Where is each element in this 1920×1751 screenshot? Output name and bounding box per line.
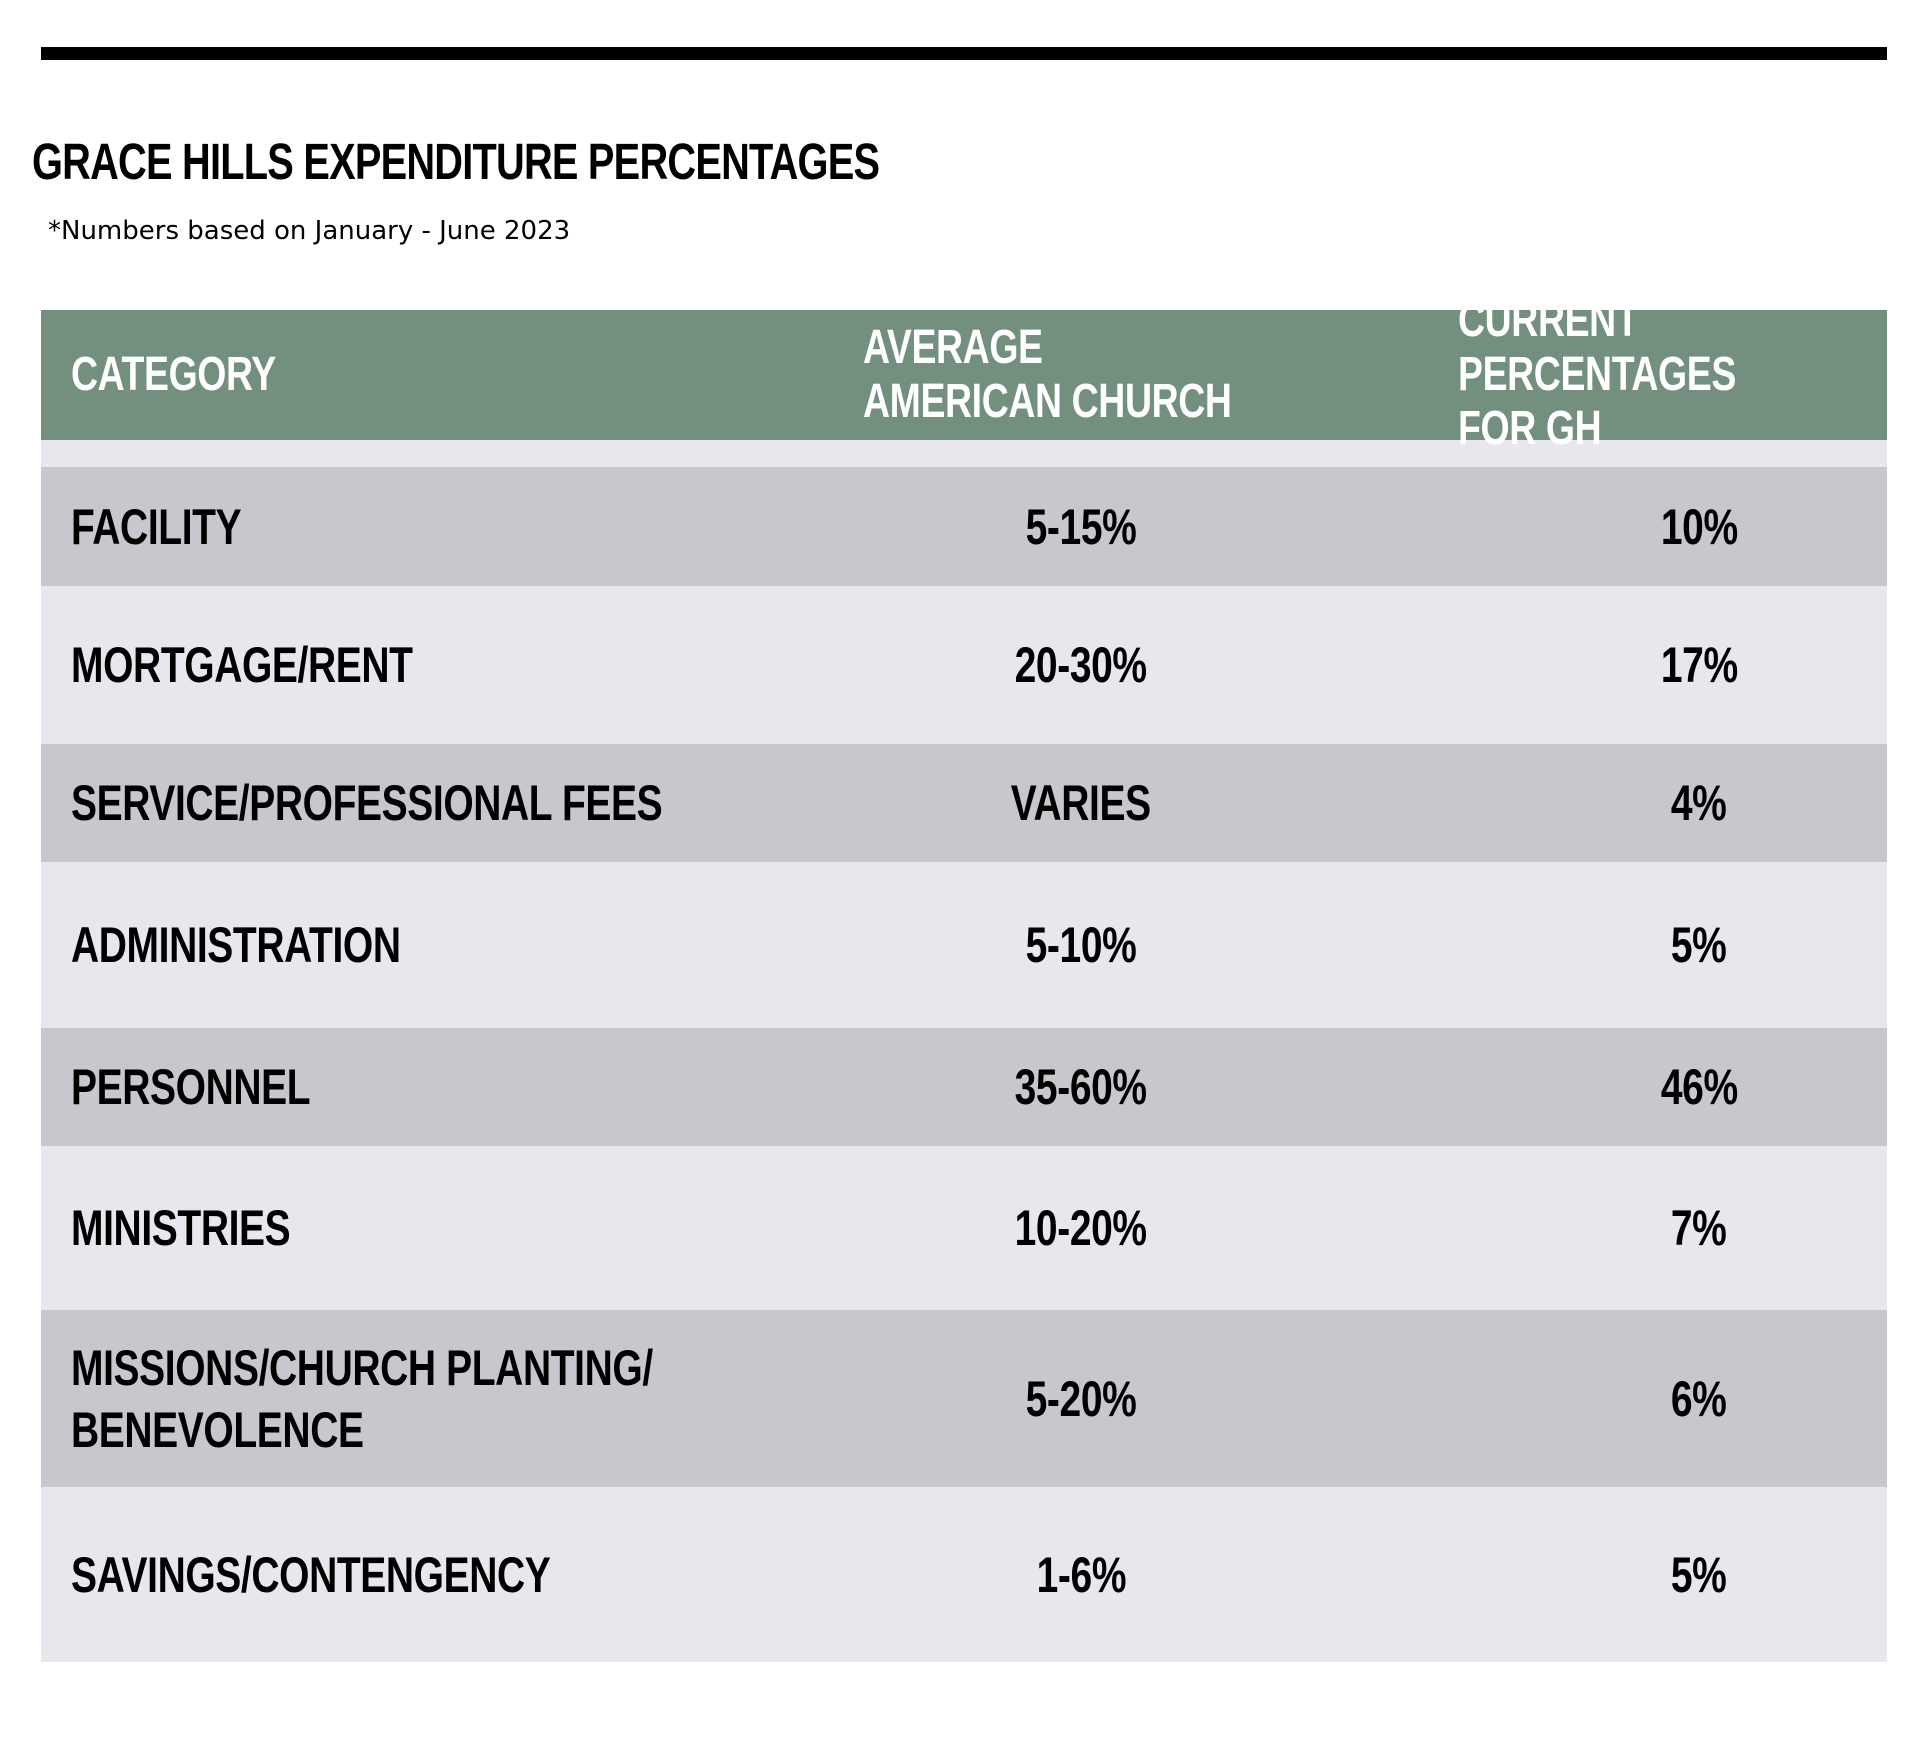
table-row: PERSONNEL 35-60% 46%	[41, 1028, 1887, 1146]
table-row: SERVICE/PROFESSIONAL FEES VARIES 4%	[41, 744, 1887, 862]
page-title: GRACE HILLS EXPENDITURE PERCENTAGES	[32, 133, 880, 190]
row-average: 5-20%	[1025, 1370, 1137, 1427]
row-current: 17%	[1660, 637, 1738, 693]
page-subtitle: *Numbers based on January - June 2023	[48, 216, 571, 246]
table-header: CATEGORY AVERAGE AMERICAN CHURCH CURRENT…	[41, 294, 1887, 455]
row-current: 7%	[1671, 1200, 1727, 1256]
row-average: 1-6%	[1036, 1546, 1126, 1603]
row-current: 5%	[1671, 1546, 1727, 1603]
header-current-label: CURRENT PERCENTAGES FOR GH	[1458, 294, 1736, 455]
row-average: 35-60%	[1014, 1059, 1148, 1115]
row-category: PERSONNEL	[71, 1059, 311, 1115]
expenditure-table: CATEGORY AVERAGE AMERICAN CHURCH CURRENT…	[41, 294, 1887, 1662]
row-average: 5-15%	[1025, 498, 1137, 555]
row-current: 10%	[1660, 498, 1738, 555]
row-current: 6%	[1671, 1370, 1727, 1427]
row-category: MISSIONS/CHURCH PLANTING/ BENEVOLENCE	[71, 1339, 653, 1458]
row-average: 10-20%	[1014, 1200, 1148, 1256]
table-row: MORTGAGE/RENT 20-30% 17%	[41, 586, 1887, 744]
row-category: MINISTRIES	[71, 1200, 291, 1256]
table-row: SAVINGS/CONTENGENCY 1-6% 5%	[41, 1487, 1887, 1662]
row-category: ADMINISTRATION	[71, 917, 401, 973]
row-current: 5%	[1671, 917, 1727, 973]
row-category: FACILITY	[71, 498, 242, 555]
row-current: 46%	[1660, 1059, 1738, 1115]
table-row: FACILITY 5-15% 10%	[41, 467, 1887, 586]
table-row: ADMINISTRATION 5-10% 5%	[41, 862, 1887, 1028]
row-average: 5-10%	[1025, 917, 1137, 973]
header-category-label: CATEGORY	[71, 348, 276, 401]
row-average: VARIES	[1011, 775, 1151, 831]
table-row: MINISTRIES 10-20% 7%	[41, 1146, 1887, 1310]
header-category: CATEGORY	[71, 310, 334, 440]
row-category: SAVINGS/CONTENGENCY	[71, 1546, 551, 1603]
row-category: MORTGAGE/RENT	[71, 637, 413, 693]
header-current: CURRENT PERCENTAGES FOR GH	[1458, 294, 1887, 455]
row-average: 20-30%	[1014, 637, 1148, 693]
table-row: MISSIONS/CHURCH PLANTING/ BENEVOLENCE 5-…	[41, 1310, 1887, 1487]
header-average: AVERAGE AMERICAN CHURCH	[863, 310, 1335, 440]
top-rule	[41, 47, 1887, 60]
row-category: SERVICE/PROFESSIONAL FEES	[71, 775, 663, 831]
row-current: 4%	[1671, 775, 1727, 831]
header-average-label: AVERAGE AMERICAN CHURCH	[863, 321, 1232, 428]
